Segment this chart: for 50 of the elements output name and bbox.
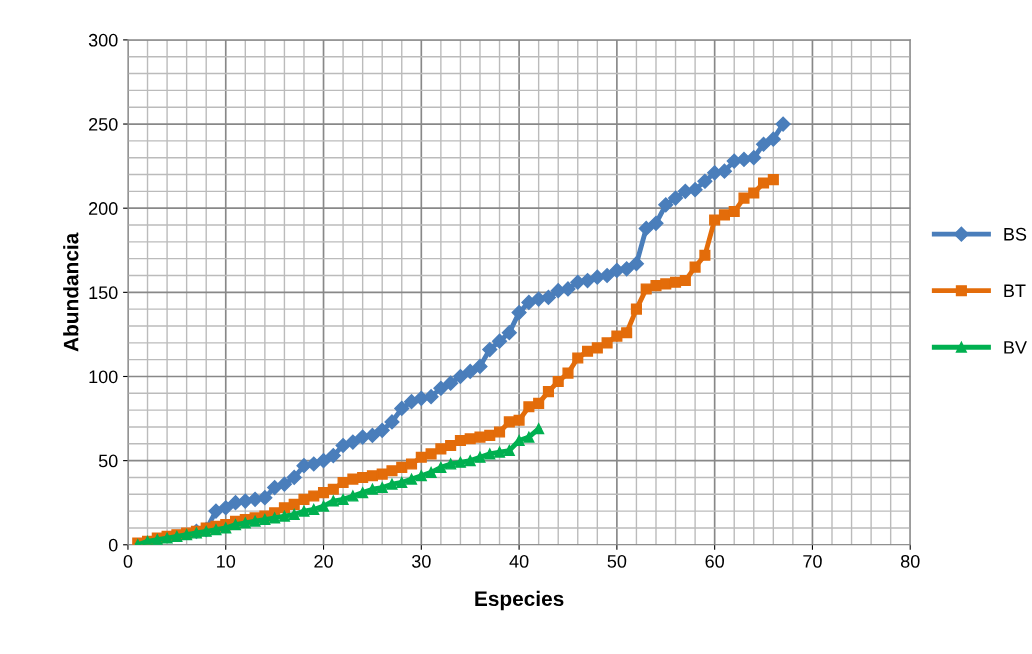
- y-tick-label: 200: [89, 202, 118, 215]
- point: [396, 476, 408, 489]
- point: [337, 493, 349, 505]
- x-tick-label: 0: [123, 554, 133, 568]
- point: [493, 446, 506, 458]
- point: [445, 458, 457, 470]
- point: [308, 503, 320, 515]
- point: [523, 431, 535, 443]
- y-tick-label: 0: [108, 538, 118, 552]
- y-tick-label: 100: [89, 370, 118, 384]
- point: [259, 513, 271, 526]
- point: [327, 495, 339, 507]
- point: [298, 505, 310, 517]
- x-tick-label: 30: [411, 554, 431, 568]
- point: [503, 444, 515, 457]
- point: [288, 508, 300, 521]
- point: [366, 483, 378, 495]
- point: [347, 490, 359, 502]
- x-tick-label: 20: [314, 554, 333, 568]
- point: [454, 456, 466, 468]
- x-tick-label: 60: [705, 554, 724, 568]
- y-tick-label: 300: [88, 33, 118, 47]
- point: [405, 473, 418, 485]
- x-tick-label: 70: [803, 554, 822, 568]
- legend-label: BV: [1004, 341, 1027, 354]
- x-tick-label: 40: [509, 554, 529, 568]
- y-axis-title: Abundancia: [63, 232, 79, 352]
- x-tick-label: 10: [217, 554, 236, 568]
- legend-label: BS: [1004, 227, 1027, 241]
- point: [386, 478, 398, 490]
- point: [464, 455, 476, 467]
- point: [484, 448, 496, 460]
- point: [229, 519, 242, 531]
- legend-label: BT: [1004, 284, 1026, 298]
- y-tick-label: 250: [89, 117, 118, 131]
- point: [210, 524, 222, 536]
- point: [425, 466, 437, 478]
- x-tick-label: 50: [607, 554, 627, 568]
- point: [415, 470, 427, 482]
- point: [357, 487, 369, 499]
- x-tick-label: 80: [900, 554, 920, 568]
- point: [474, 451, 486, 463]
- y-tick-label: 150: [89, 286, 118, 300]
- point: [278, 510, 290, 522]
- point: [435, 461, 447, 473]
- point: [376, 482, 388, 494]
- y-tick-label: 50: [98, 454, 118, 468]
- point: [317, 500, 330, 512]
- x-axis-title: Especies: [475, 590, 564, 611]
- point: [269, 512, 281, 524]
